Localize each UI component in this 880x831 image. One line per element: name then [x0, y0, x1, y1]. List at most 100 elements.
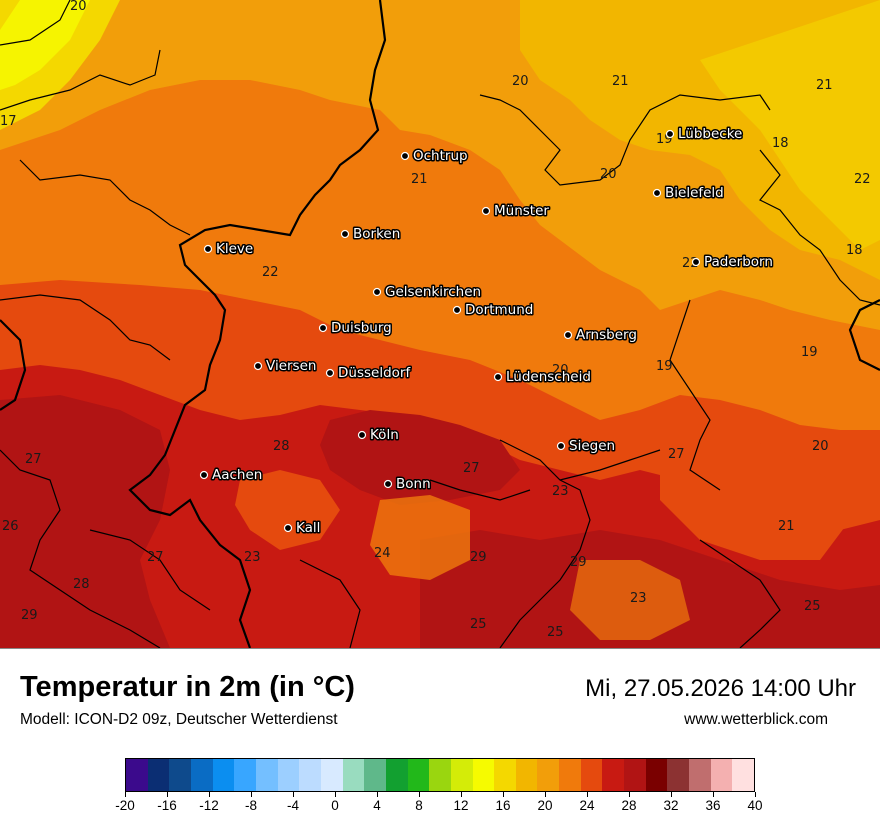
- temp-value: 23: [244, 550, 261, 565]
- temp-value: 25: [470, 617, 487, 632]
- temp-value: 23: [630, 591, 647, 606]
- legend-tick: [293, 792, 294, 797]
- temp-value: 20: [812, 439, 829, 454]
- legend-tick: [671, 792, 672, 797]
- legend-tick: [503, 792, 504, 797]
- legend-tick: [629, 792, 630, 797]
- city-label: Kall: [296, 520, 320, 536]
- legend-tick: [377, 792, 378, 797]
- city-label: Borken: [353, 226, 400, 242]
- legend-swatch: [580, 759, 603, 791]
- website-link[interactable]: www.wetterblick.com: [684, 711, 828, 728]
- legend-tick: [335, 792, 336, 797]
- temp-value: 28: [73, 577, 90, 592]
- temp-zone-eifel: [235, 470, 340, 550]
- city-label: Lüdenscheid: [506, 369, 591, 385]
- temp-value: 22: [262, 265, 279, 280]
- legend-swatch: [255, 759, 278, 791]
- temp-zone-dark-red-west: [0, 395, 170, 648]
- city-label: Bonn: [396, 476, 431, 492]
- temp-value: 18: [846, 243, 863, 258]
- city-label: Lübbecke: [678, 126, 742, 142]
- city-arnsberg: Arnsberg: [563, 326, 638, 345]
- legend-swatch: [169, 759, 191, 791]
- city-bonn: Bonn: [383, 475, 432, 494]
- legend-swatch: [710, 759, 733, 791]
- legend-tick-label: -12: [199, 798, 219, 813]
- legend-tick-label: 24: [579, 798, 595, 813]
- temp-zone-yellow: [700, 0, 880, 250]
- city-duesseldorf: Düsseldorf: [325, 364, 413, 383]
- temp-value: 20: [600, 167, 617, 182]
- city-label: Aachen: [212, 467, 262, 483]
- state-borders: [0, 0, 880, 648]
- legend-tick: [251, 792, 252, 797]
- legend-tick-label: 4: [373, 798, 381, 813]
- temp-value: 29: [21, 608, 38, 623]
- city-label: Viersen: [266, 358, 316, 374]
- city-label: Ochtrup: [413, 148, 468, 164]
- legend-tick-label: 16: [495, 798, 511, 813]
- city-paderborn: Paderborn: [691, 253, 774, 272]
- legend-tick: [755, 792, 756, 797]
- legend-swatch: [147, 759, 170, 791]
- city-aachen: Aachen: [199, 466, 264, 485]
- legend-swatch: [364, 759, 386, 791]
- temp-value: 25: [547, 625, 564, 640]
- legend-swatch: [515, 759, 538, 791]
- forecast-datetime: Mi, 27.05.2026 14:00 Uhr: [585, 675, 856, 702]
- legend-tick: [587, 792, 588, 797]
- map-canvas: 20 17 20 21 21 18 22 19 20 21 22 22 18 1…: [0, 0, 880, 648]
- temp-value: 27: [463, 461, 480, 476]
- legend-swatch: [212, 759, 235, 791]
- city-gelsenkirchen: Gelsenkirchen: [372, 283, 483, 302]
- legend-tick-label: 8: [415, 798, 423, 813]
- temp-value: 23: [552, 484, 569, 499]
- temp-value: 25: [804, 599, 821, 614]
- legend-swatch: [277, 759, 300, 791]
- city-kall: Kall: [283, 519, 322, 538]
- temp-zone-westerwald: [570, 560, 690, 640]
- city-luebbecke: Lübbecke: [665, 125, 744, 144]
- temperature-map: 20 17 20 21 21 18 22 19 20 21 22 22 18 1…: [0, 0, 880, 648]
- legend-tick: [167, 792, 168, 797]
- legend-tick-label: 36: [705, 798, 721, 813]
- city-label: Kleve: [216, 241, 253, 257]
- legend-tick-label: 28: [621, 798, 637, 813]
- legend-swatch: [494, 759, 516, 791]
- legend-tick: [419, 792, 420, 797]
- legend-tick-label: 12: [453, 798, 469, 813]
- city-duisburg: Duisburg: [318, 319, 393, 338]
- city-label: Paderborn: [704, 254, 773, 270]
- map-footer: Temperatur in 2m (in °C) Modell: ICON-D2…: [0, 648, 880, 831]
- city-label: Köln: [370, 427, 399, 443]
- color-legend: [125, 758, 755, 792]
- temp-value: 29: [470, 550, 487, 565]
- legend-swatch: [342, 759, 365, 791]
- legend-swatch: [559, 759, 581, 791]
- city-label: Münster: [494, 203, 549, 219]
- legend-tick-label: -16: [157, 798, 177, 813]
- legend-tick-label: -4: [286, 798, 300, 813]
- legend-swatch: [645, 759, 668, 791]
- temp-value: 17: [0, 114, 17, 129]
- temp-value: 29: [570, 555, 587, 570]
- temp-value: 21: [778, 519, 795, 534]
- legend-tick: [713, 792, 714, 797]
- legend-swatch: [407, 759, 430, 791]
- legend-swatch: [732, 759, 755, 791]
- legend-tick-label: -8: [244, 798, 258, 813]
- legend-swatch: [537, 759, 560, 791]
- city-ochtrup: Ochtrup: [400, 147, 469, 166]
- temp-value: 20: [512, 74, 529, 89]
- legend-swatch: [602, 759, 625, 791]
- model-info: Modell: ICON-D2 09z, Deutscher Wetterdie…: [20, 711, 338, 728]
- city-label: Gelsenkirchen: [385, 284, 481, 300]
- temp-value: 21: [816, 78, 833, 93]
- temp-value: 24: [374, 546, 391, 561]
- legend-swatch: [320, 759, 343, 791]
- legend-tick: [461, 792, 462, 797]
- temp-value: 21: [411, 172, 428, 187]
- legend-tick-label: 0: [331, 798, 339, 813]
- legend-tick-label: 20: [537, 798, 553, 813]
